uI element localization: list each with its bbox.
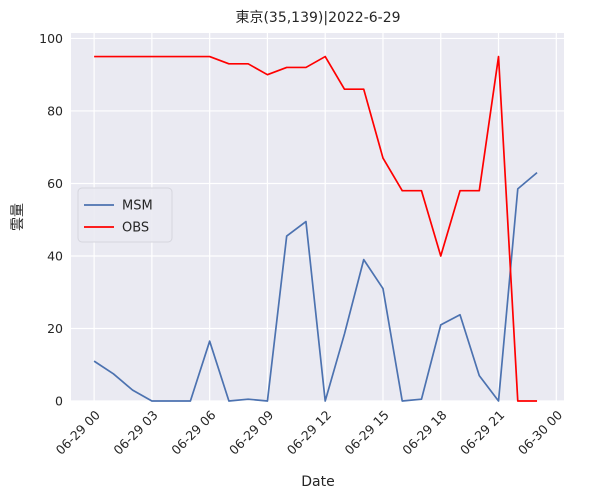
x-axis-label: Date [301,474,334,490]
series-layer [93,55,538,402]
x-tick-label: 06-29 12 [284,407,334,457]
y-tick-label: 20 [47,321,63,336]
y-tick-label: 80 [47,103,63,118]
legend: MSM OBS [77,187,173,243]
y-tick-label: 60 [47,176,63,191]
y-axis-label: 雲量 [10,203,26,231]
x-tick-labels: 06-29 00 06-29 03 06-29 06 06-29 09 06-29 12… [53,407,566,457]
x-tick-label: 06-29 09 [226,407,276,457]
legend-entry-msm: MSM [122,199,153,214]
x-tick-label: 06-29 21 [457,407,507,457]
legend-box [77,187,173,243]
series-line-msm [93,171,538,402]
legend-entry-obs: OBS [122,221,149,236]
x-tick-label: 06-29 18 [399,407,449,457]
series-line-obs [94,55,538,402]
y-tick-labels: 0 20 40 60 80 100 [39,31,63,409]
y-tick-label: 40 [47,248,63,263]
x-tick-label: 06-29 00 [53,407,103,457]
y-tick-label: 100 [39,31,63,46]
x-tick-label: 06-29 06 [168,407,218,457]
x-tick-label: 06-30 00 [515,407,565,457]
y-tick-label: 0 [55,394,63,409]
x-tick-label: 06-29 03 [110,407,160,457]
x-tick-label: 06-29 15 [342,407,392,457]
chart-title: 東京(35,139)|2022-6-29 [235,10,400,26]
